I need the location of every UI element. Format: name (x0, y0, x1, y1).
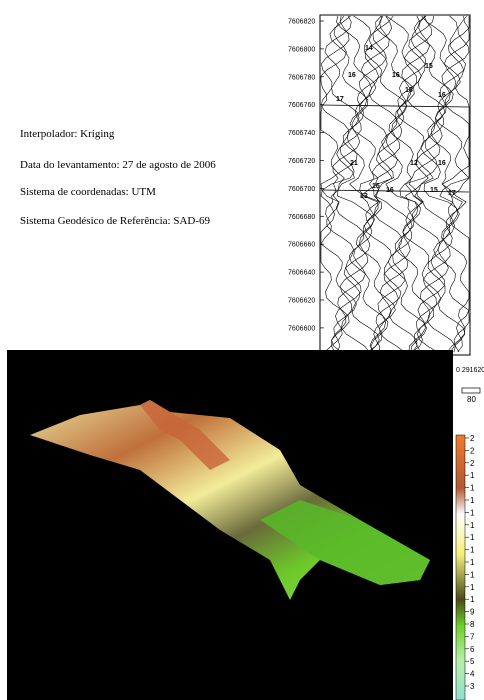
y-tick-label: 7606740 (288, 130, 315, 137)
color-bar-label: 1 (470, 570, 475, 579)
info-line: Sistema Geodésico de Referência: SAD-69 (20, 215, 210, 227)
y-tick-label: 7606800 (288, 46, 315, 53)
y-tick-label: 7606600 (288, 325, 315, 332)
color-bar-label: 2 (470, 459, 475, 468)
y-tick-label: 7606620 (288, 298, 315, 305)
color-bar-label: 1 (470, 471, 475, 480)
color-bar-label: 1 (470, 595, 475, 604)
y-tick-label: 7606820 (288, 19, 315, 26)
info-line: Data do levantamento: 27 de agosto de 20… (20, 159, 216, 171)
contour-label: 16 (386, 187, 394, 194)
color-bar-label: 7 (470, 632, 475, 641)
x-tick-label: 0 291620 (456, 367, 484, 374)
contour-label: 17 (336, 96, 344, 103)
contour-label: 13 (360, 193, 368, 200)
color-bar-label: 1 (470, 496, 475, 505)
color-bar (456, 435, 465, 700)
color-bar-label: 1 (470, 558, 475, 567)
contour-label: 18 (405, 87, 413, 94)
color-bar-label: 9 (470, 608, 475, 617)
color-bar-label: 3 (470, 682, 475, 691)
page: Interpolador: Kriging Data do levantament… (0, 0, 484, 700)
contour-label: 15 (425, 63, 433, 70)
info-line: Interpolador: Kriging (20, 128, 115, 140)
color-bar-label: 1 (470, 521, 475, 530)
y-tick-label: 7606760 (288, 102, 315, 109)
y-tick-label: 7606680 (288, 214, 315, 221)
color-bar-label: 1 (470, 533, 475, 542)
scale-label: 80 (467, 395, 476, 404)
y-tick-label: 7606700 (288, 186, 315, 193)
y-tick-label: 7606720 (288, 158, 315, 165)
contour-label: 12 (410, 160, 418, 167)
y-tick-label: 7606780 (288, 74, 315, 81)
contour-frame (320, 15, 470, 355)
color-bar-label: 6 (470, 645, 475, 654)
color-bar-label: 2 (470, 434, 475, 443)
contour-label: 17 (448, 190, 456, 197)
figure: Interpolador: Kriging Data do levantament… (0, 0, 484, 700)
color-bar-label: 2 (470, 446, 475, 455)
color-bar-label: 8 (470, 620, 475, 629)
contour-label: 16 (392, 72, 400, 79)
contour-label: 16 (438, 160, 446, 167)
color-bar-label: 1 (470, 583, 475, 592)
contour-label: 16 (348, 72, 356, 79)
y-tick-label: 7606640 (288, 270, 315, 277)
color-bar-label: 1 (470, 508, 475, 517)
color-bar-label: 4 (470, 670, 475, 679)
contour-label: 15 (430, 187, 438, 194)
info-line: Sistema de coordenadas: UTM (20, 186, 156, 198)
color-bar-label: 1 (470, 484, 475, 493)
contour-label: 21 (350, 160, 358, 167)
color-bar-label: 5 (470, 657, 475, 666)
contour-label: 16 (438, 92, 446, 99)
scale-bar (462, 388, 480, 393)
contour-label: 14 (365, 45, 373, 52)
y-tick-label: 7606660 (288, 242, 315, 249)
contour-label: 15 (372, 183, 380, 190)
color-bar-label: 1 (470, 546, 475, 555)
